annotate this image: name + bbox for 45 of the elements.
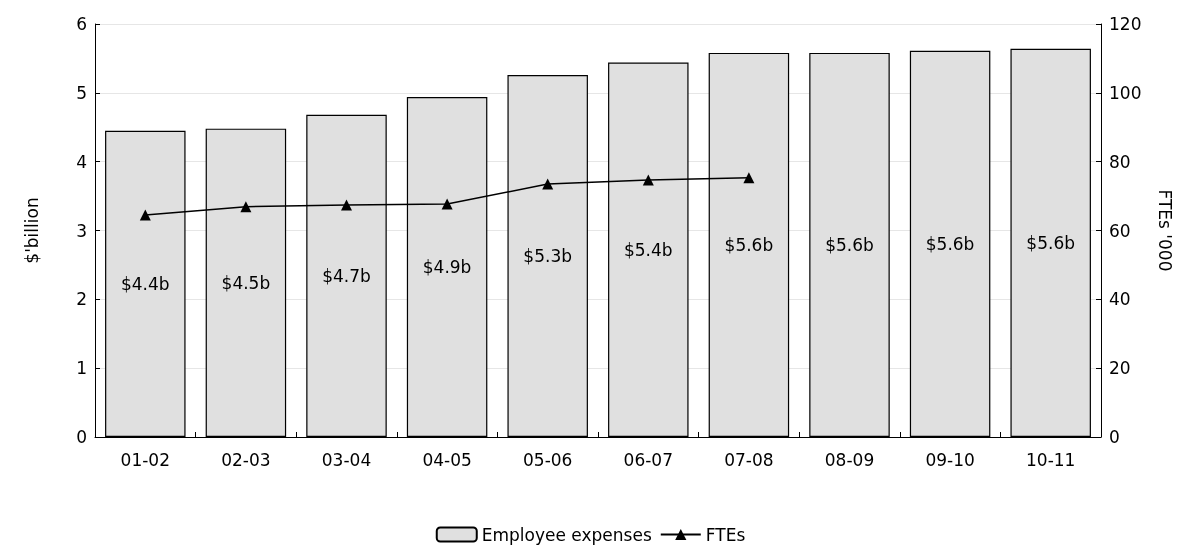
point xyxy=(642,174,654,186)
data-label: $5.3b xyxy=(523,245,573,266)
x-tick-label: 05-06 xyxy=(523,449,573,470)
y-tick-label: 3 xyxy=(76,220,87,241)
x-tick-label: 04-05 xyxy=(422,449,472,470)
data-label: $4.7b xyxy=(322,265,371,286)
data-label: $5.6b xyxy=(925,233,975,254)
point xyxy=(542,178,554,190)
data-label: $4.4b xyxy=(120,273,170,294)
y-axis-title: $'billion xyxy=(21,197,42,264)
data-label: $5.6b xyxy=(1026,232,1076,253)
y2-tick-label: 60 xyxy=(1109,220,1131,241)
point xyxy=(441,198,453,210)
y-tick-label: 6 xyxy=(76,14,87,34)
y-tick-label: 0 xyxy=(76,427,87,447)
y2-tick-label: 20 xyxy=(1109,358,1131,379)
point xyxy=(341,199,352,211)
x-tick-label: 06-07 xyxy=(623,449,673,470)
legend-label: FTEs xyxy=(705,524,746,545)
point xyxy=(743,172,755,184)
point xyxy=(240,201,252,213)
y2-tick-label: 100 xyxy=(1109,82,1142,103)
data-label: $5.6b xyxy=(825,234,874,255)
y-tick-label: 5 xyxy=(76,82,87,103)
data-label: $5.4b xyxy=(623,239,673,260)
data-label: $4.9b xyxy=(422,256,472,277)
y-tick-label: 2 xyxy=(76,289,87,310)
x-tick-label: 03-04 xyxy=(321,449,372,470)
y2-tick-label: 0 xyxy=(1109,427,1120,447)
x-tick-label: 07-08 xyxy=(724,449,774,470)
data-label: $4.5b xyxy=(221,272,271,293)
x-tick-label: 01-02 xyxy=(120,449,170,470)
x-tick-label: 02-03 xyxy=(221,449,271,470)
x-tick-label: 08-09 xyxy=(824,449,875,470)
y2-tick-label: 40 xyxy=(1109,289,1131,310)
y-tick-label: 4 xyxy=(76,151,87,172)
y2-axis-title: FTEs '000 xyxy=(1154,189,1175,272)
data-label: $5.6b xyxy=(724,234,774,255)
y2-tick-label: 80 xyxy=(1109,151,1131,172)
legend-label: Employee expenses xyxy=(481,524,652,545)
x-tick-label: 09-10 xyxy=(925,449,975,470)
y2-tick-label: 120 xyxy=(1109,14,1142,34)
point xyxy=(139,209,151,221)
x-tick-label: 10-11 xyxy=(1026,449,1076,470)
y-tick-label: 1 xyxy=(76,358,87,379)
